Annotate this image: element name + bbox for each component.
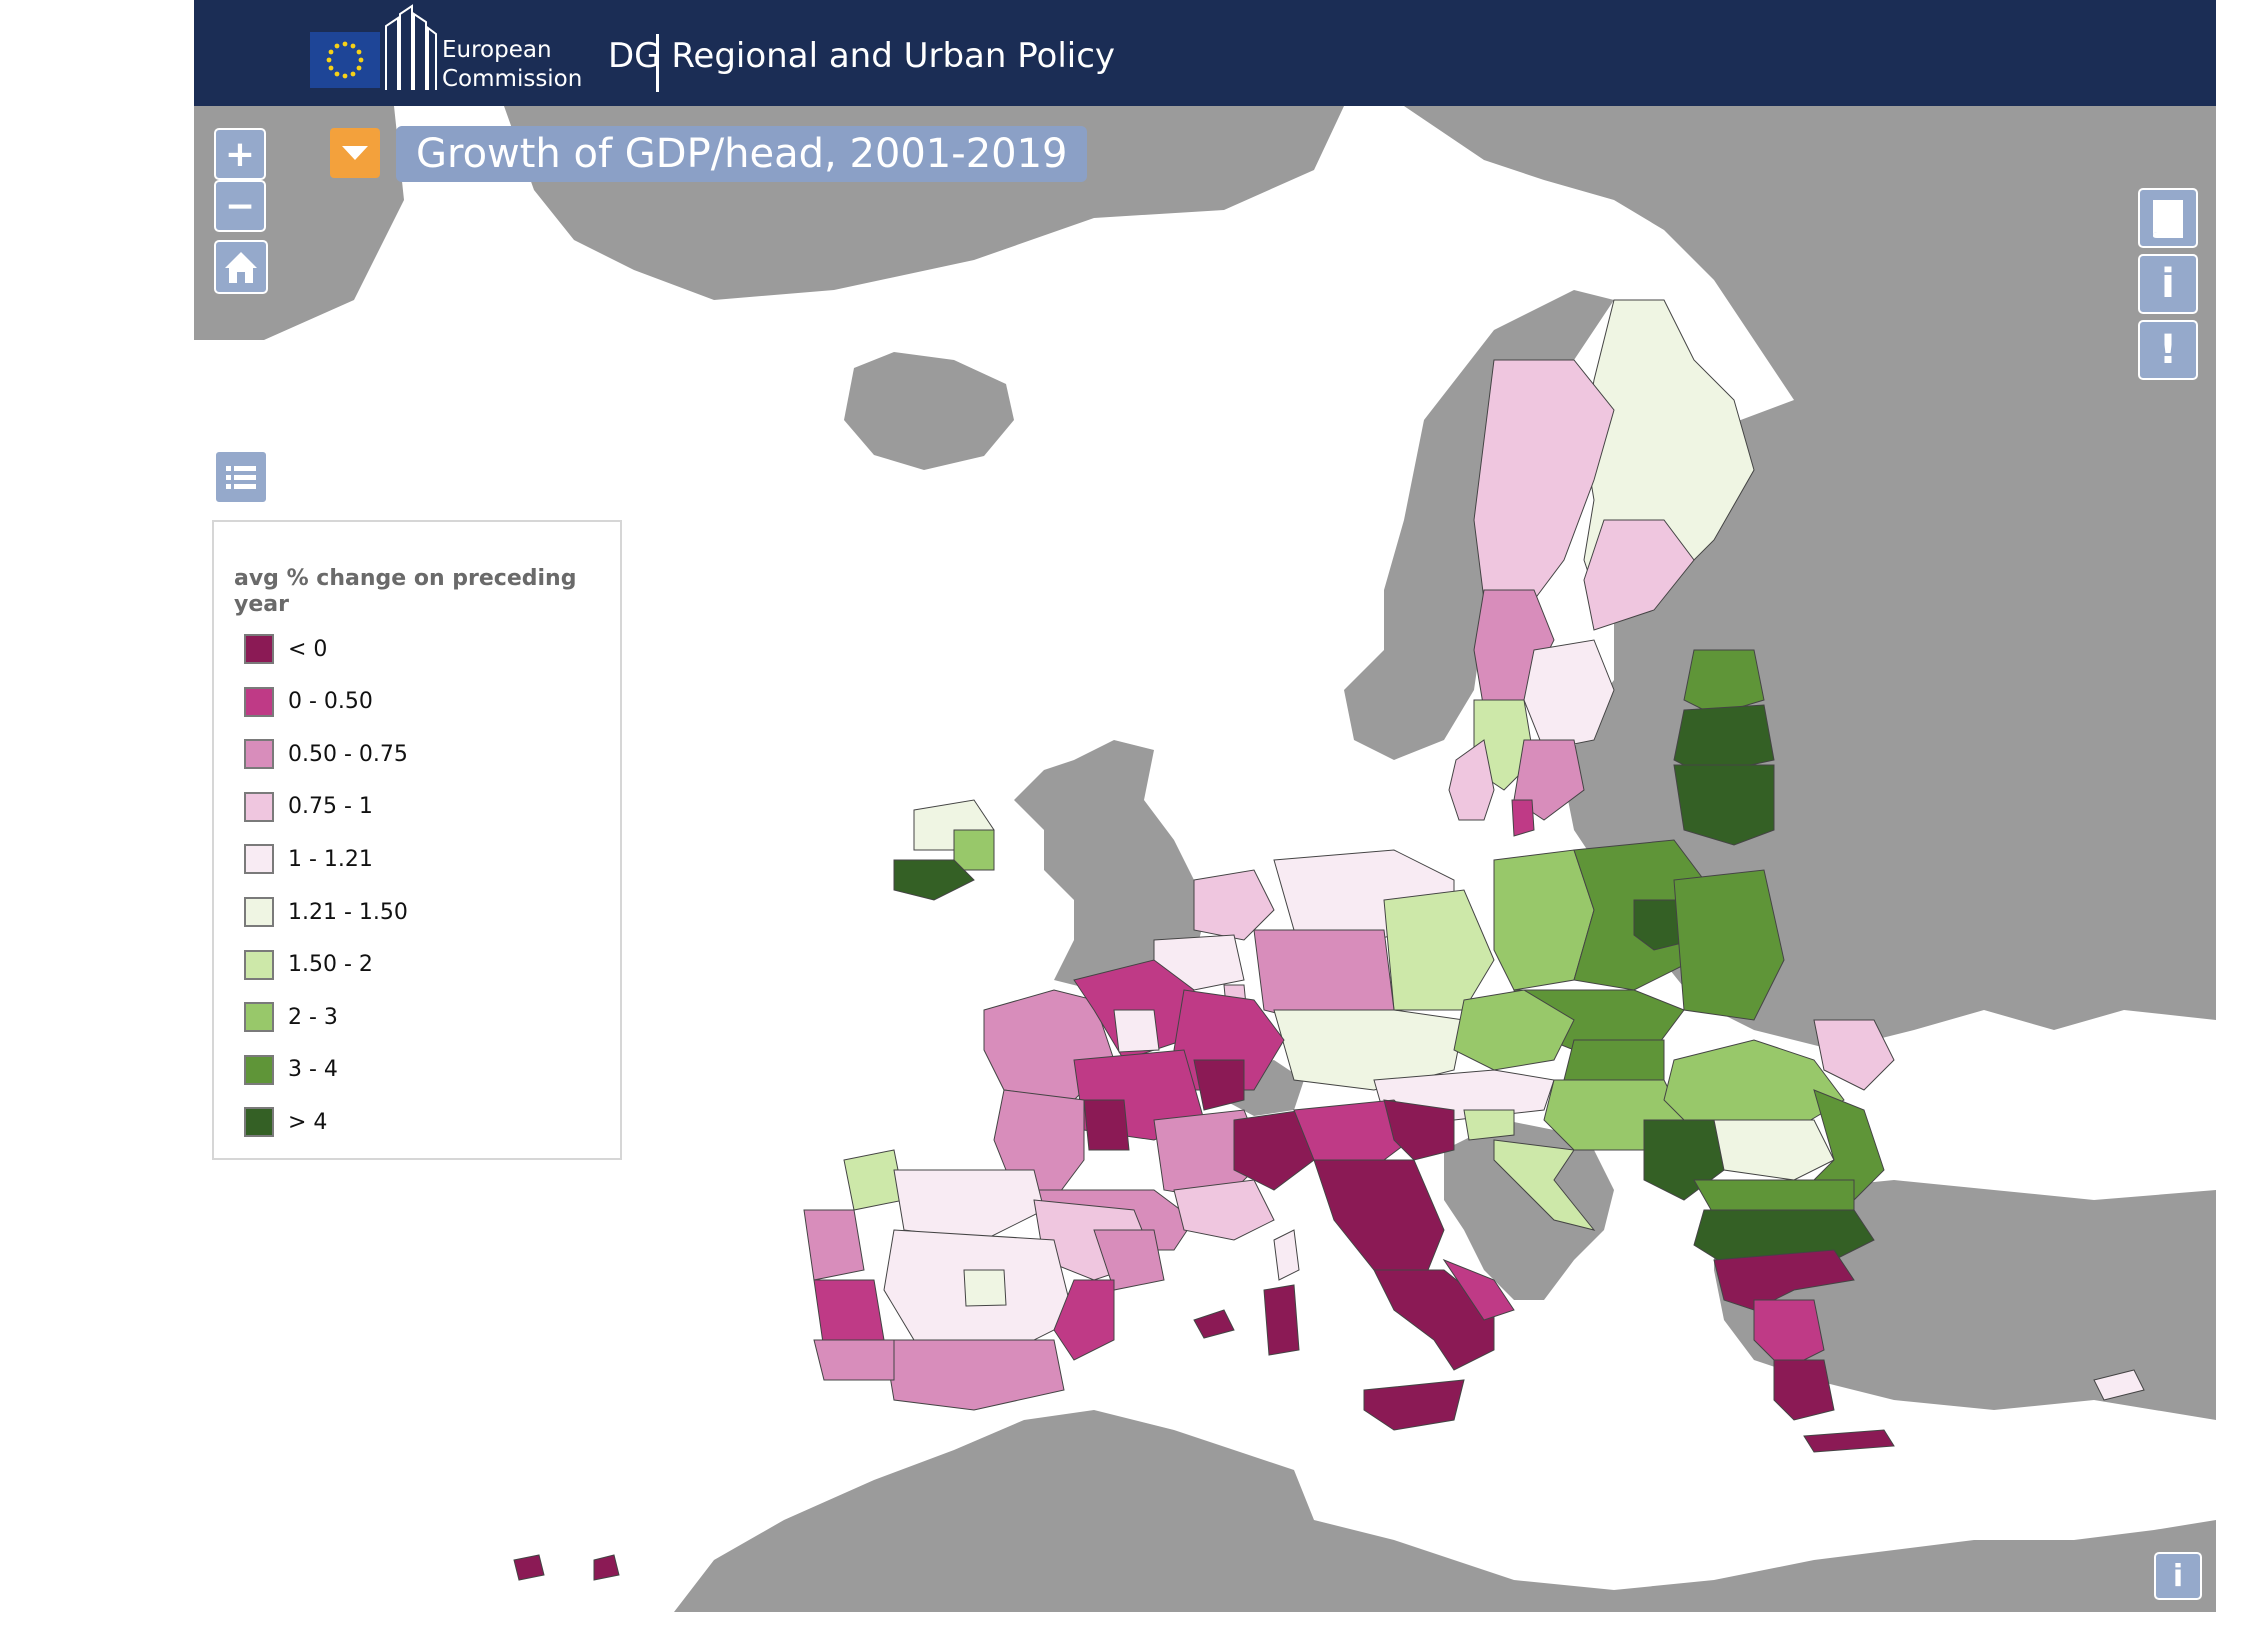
legend-swatch (244, 1002, 274, 1033)
region-madrid[interactable] (963, 1269, 1007, 1307)
region-france-limousin[interactable] (1083, 1099, 1130, 1151)
legend-swatch (244, 1054, 274, 1085)
region-netherlands[interactable] (1193, 869, 1275, 941)
region-italy-south[interactable] (1373, 1269, 1495, 1371)
region-ireland-south[interactable] (893, 859, 975, 901)
legend-label: > 4 (288, 1109, 328, 1135)
region-copenhagen[interactable] (1511, 799, 1535, 837)
legend-item: < 0 (244, 632, 327, 666)
region-france-southeast[interactable] (1173, 1179, 1275, 1241)
legend-swatch (244, 739, 274, 770)
department-title: DG Regional and Urban Policy (608, 36, 1116, 76)
region-valencia[interactable] (1053, 1279, 1115, 1361)
region-ireland-east[interactable] (953, 829, 995, 871)
legend-label: 3 - 4 (288, 1057, 338, 1083)
legend-label: 1 - 1.21 (288, 846, 373, 872)
region-andalusia[interactable] (883, 1339, 1065, 1411)
book-icon (2153, 200, 2183, 238)
region-romania-north[interactable] (1663, 1039, 1845, 1131)
legend-swatch (244, 791, 274, 822)
legend-toggle-button[interactable] (214, 450, 268, 504)
site-header: European Commission DG Regional and Urba… (194, 0, 2216, 106)
home-button[interactable] (214, 240, 268, 294)
map-title: Growth of GDP/head, 2001-2019 (396, 126, 1088, 182)
legend-label: 0.75 - 1 (288, 794, 373, 820)
legend-label: 0 - 0.50 (288, 689, 373, 715)
region-germany-south[interactable] (1273, 1009, 1465, 1091)
ec-logo-text: European Commission (442, 36, 582, 94)
region-italy-northwest[interactable] (1233, 1109, 1315, 1191)
region-germany-east[interactable] (1383, 889, 1495, 1011)
region-sicily[interactable] (1363, 1379, 1465, 1431)
ec-logo-line2: Commission (442, 66, 583, 92)
legend-item: 0 - 0.50 (244, 685, 373, 719)
book-button[interactable] (2138, 188, 2198, 248)
title-toggle-button[interactable] (330, 128, 380, 178)
region-italy-puglia[interactable] (1442, 1258, 1515, 1321)
region-romania-centre[interactable] (1713, 1119, 1835, 1181)
legend-item: 1 - 1.21 (244, 842, 373, 876)
legend-swatch (244, 897, 274, 927)
berlaymont-icon (384, 4, 438, 94)
ec-logo-line1: European (442, 37, 552, 63)
chevron-down-icon (342, 146, 368, 160)
region-corsica[interactable] (1273, 1229, 1300, 1281)
alert-button[interactable]: ! (2138, 320, 2198, 380)
region-greece-north[interactable] (1713, 1249, 1855, 1311)
legend-label: 2 - 3 (288, 1004, 338, 1030)
region-czechia[interactable] (1453, 989, 1575, 1071)
region-portugal-south[interactable] (813, 1339, 895, 1381)
region-balearic[interactable] (1193, 1309, 1235, 1339)
legend-item: 0.50 - 0.75 (244, 737, 408, 771)
bottom-info-button[interactable]: i (2154, 1552, 2202, 1600)
legend-item: 1.50 - 2 (244, 948, 373, 982)
legend-label: < 0 (288, 636, 328, 662)
region-finland-south[interactable] (1583, 519, 1695, 631)
region-portugal-north[interactable] (803, 1209, 865, 1281)
region-greece-south[interactable] (1773, 1359, 1835, 1421)
region-spain-north[interactable] (893, 1169, 1045, 1241)
eu-regions[interactable] (513, 299, 2145, 1581)
legend-item: 2 - 3 (244, 1000, 338, 1034)
zoom-in-button[interactable]: + (214, 128, 266, 180)
legend-item: 1.21 - 1.50 (244, 895, 408, 929)
region-lithuania[interactable] (1673, 764, 1775, 846)
region-spain-northwest[interactable] (843, 1149, 905, 1211)
legend-label: 0.50 - 0.75 (288, 741, 408, 767)
region-sardinia[interactable] (1263, 1284, 1300, 1356)
info-button[interactable]: i (2138, 254, 2198, 314)
header-divider (656, 34, 659, 92)
region-italy-northeast[interactable] (1383, 1099, 1455, 1161)
region-poland-east[interactable] (1673, 869, 1785, 1021)
region-crete[interactable] (1803, 1429, 1895, 1453)
region-france-paris[interactable] (1113, 1009, 1160, 1053)
region-canaries[interactable] (513, 1554, 620, 1581)
region-cyprus[interactable] (2093, 1369, 2145, 1401)
eu-flag-icon (310, 32, 380, 88)
legend-item: > 4 (244, 1105, 327, 1139)
region-slovenia[interactable] (1463, 1109, 1515, 1141)
region-moldova-bucharest[interactable] (1813, 1019, 1895, 1091)
legend-swatch (244, 949, 274, 980)
legend-swatch (244, 844, 274, 875)
region-croatia[interactable] (1493, 1139, 1596, 1231)
europe-map[interactable] (194, 0, 2216, 1612)
legend-swatch (244, 686, 274, 717)
legend-swatch (244, 634, 274, 664)
home-icon (225, 252, 257, 283)
legend-panel: avg % change on preceding year < 0 0 - 0.… (212, 520, 622, 1160)
zoom-out-button[interactable]: − (214, 180, 266, 232)
legend-title: avg % change on preceding year (234, 566, 577, 617)
region-catalonia[interactable] (1093, 1229, 1165, 1291)
legend-label: 1.50 - 2 (288, 952, 373, 978)
list-icon (226, 466, 256, 489)
legend-label: 1.21 - 1.50 (288, 899, 408, 925)
legend-swatch (244, 1107, 274, 1138)
region-denmark[interactable] (1448, 739, 1495, 821)
region-sweden-north[interactable] (1473, 359, 1615, 601)
map-viewer: European Commission DG Regional and Urba… (194, 0, 2216, 1612)
region-france-alps[interactable] (1193, 1059, 1245, 1111)
legend-item: 0.75 - 1 (244, 790, 373, 824)
legend-item: 3 - 4 (244, 1053, 338, 1087)
